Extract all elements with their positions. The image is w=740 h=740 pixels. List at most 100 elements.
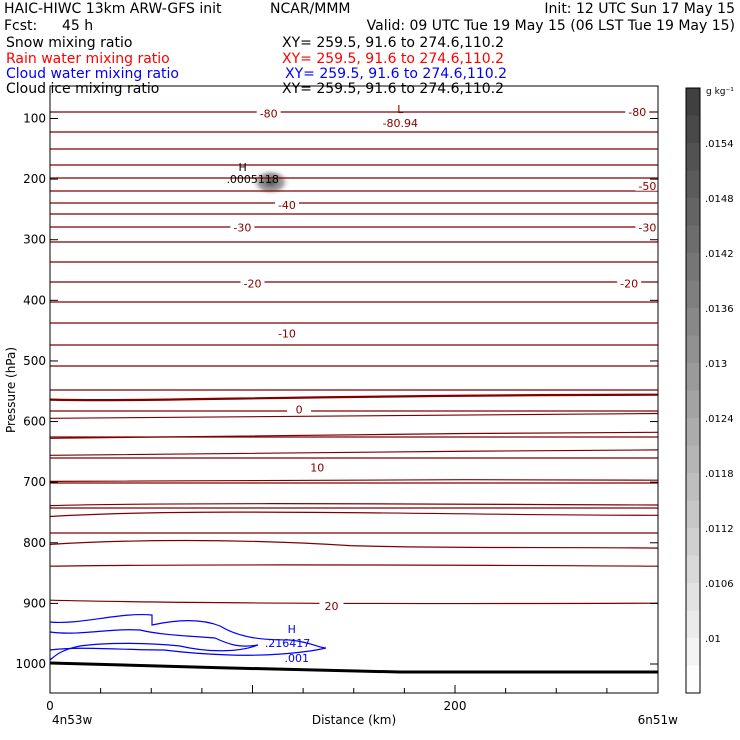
x-right-label: 6n51w <box>638 713 679 727</box>
field-xy-range: XY= 259.5, 91.6 to 274.6,110.2 <box>285 66 507 82</box>
y-tick-label: 600 <box>23 415 46 429</box>
fcst-value: 45 h <box>62 18 93 34</box>
contour-label: 0 <box>296 403 303 416</box>
contour-label: -50 <box>638 180 656 193</box>
colorbar-label: .0154 <box>705 139 734 150</box>
temperature-contour <box>49 532 659 534</box>
colorbar-label: .01 <box>705 634 721 645</box>
temperature-contour <box>49 344 659 346</box>
label-bg <box>625 105 650 117</box>
label-bg <box>305 461 330 473</box>
temperature-contour <box>49 449 659 456</box>
field-xy-range: XY= 259.5, 91.6 to 274.6,110.2 <box>282 35 504 51</box>
label-bg <box>274 199 299 211</box>
temperature-contour <box>49 226 659 228</box>
snow-max-value: .0005118 <box>226 173 279 186</box>
x-tick-label: 0 <box>46 699 54 713</box>
cloud-water-contour <box>49 629 259 661</box>
contour-label: -80 <box>260 108 278 121</box>
colorbar-swatch <box>686 363 700 391</box>
temperature-contour <box>49 539 659 549</box>
colorbar-swatch <box>686 253 700 281</box>
valid-time: Valid: 09 UTC Tue 19 May 15 (06 LST Tue … <box>367 18 735 34</box>
y-tick-label: 800 <box>23 536 46 550</box>
colorbar-swatch <box>686 500 700 529</box>
colorbar-swatch <box>686 280 700 309</box>
contour-label: -30 <box>638 222 656 235</box>
label-bg <box>617 277 642 289</box>
colorbar-swatch <box>686 583 700 611</box>
y-tick-label: 700 <box>23 475 46 489</box>
contour-label: -40 <box>278 199 296 212</box>
colorbar-swatch <box>686 638 700 666</box>
temperature-contour <box>49 431 659 439</box>
temperature-contour <box>49 148 659 150</box>
colorbar-swatch <box>686 555 700 584</box>
y-tick-label: 300 <box>23 233 46 247</box>
temperature-contour <box>49 479 659 482</box>
temperature-contour <box>49 241 659 243</box>
terrain-line <box>49 661 658 674</box>
y-tick-label: 200 <box>23 172 46 186</box>
colorbar: .0154 .0148 .0142 .0136 .013 .0124 .0118 .0112.… <box>685 87 734 694</box>
colorbar-swatch <box>686 610 700 639</box>
field-name: Cloud ice mixing ratio <box>6 81 159 97</box>
model-title: HAIC-HIWC 13km ARW-GFS init <box>4 1 222 17</box>
contour-label: -20 <box>244 277 262 290</box>
colorbar-swatch <box>686 170 700 199</box>
temperature-contour <box>49 389 659 391</box>
field-xy-range: XY= 259.5, 91.6 to 274.6,110.2 <box>282 81 504 97</box>
colorbar-label: .0124 <box>705 414 734 425</box>
cloud-water-max-value: .216417 <box>265 637 311 650</box>
label-bg <box>240 277 265 289</box>
plot-area: -80 -80 -50 -40 -30 -30 -20 -20 -10 0 10 20 L-80.94 H… <box>49 85 660 694</box>
colorbar-label: .0112 <box>705 524 734 535</box>
temperature-contour <box>49 564 659 567</box>
colorbar-label: .0148 <box>705 194 734 205</box>
init-time: Init: 12 UTC Sun 17 May 15 <box>544 1 735 17</box>
field-xy-range: XY= 259.5, 91.6 to 274.6,110.2 <box>282 51 504 67</box>
fcst-label: Fcst: <box>4 18 37 34</box>
colorbar-swatch <box>686 390 700 419</box>
low-symbol: L <box>397 103 404 116</box>
colorbar-swatch <box>686 335 700 364</box>
colorbar-swatch <box>686 665 700 694</box>
temperature-contour <box>49 177 659 179</box>
colorbar-label: .0106 <box>705 579 734 590</box>
contour-label: -20 <box>620 277 638 290</box>
temperature-contour <box>49 482 659 484</box>
temperature-contour <box>49 301 659 303</box>
x-axis-title: Distance (km) <box>312 713 396 727</box>
field-name: Cloud water mixing ratio <box>6 66 179 82</box>
colorbar-swatch <box>686 225 700 254</box>
y-tick-label: 400 <box>23 293 46 307</box>
colorbar-swatch <box>686 418 700 446</box>
colorbar-swatch <box>686 473 700 501</box>
contour-label: -80 <box>628 106 646 119</box>
field-name: Rain water mixing ratio <box>6 51 170 67</box>
temperature-contour <box>49 457 659 459</box>
colorbar-frame <box>685 87 701 694</box>
label-bg <box>635 179 660 191</box>
contour-label: -10 <box>278 328 296 341</box>
snow-shading <box>250 168 291 197</box>
y-tick-label: 1000 <box>15 657 46 671</box>
y-tick-label: 900 <box>23 596 46 610</box>
colorbar-swatch <box>686 528 700 556</box>
y-tick-label: 500 <box>23 354 46 368</box>
colorbar-label: .0136 <box>705 304 734 315</box>
temperature-contour <box>49 507 659 509</box>
temperature-contour <box>49 511 659 518</box>
temperature-contour <box>49 202 659 204</box>
colorbar-label: .013 <box>705 359 727 370</box>
label-bg <box>230 221 255 233</box>
colorbar-label: .0118 <box>705 469 734 480</box>
x-left-label: 4n53w <box>52 713 93 727</box>
temperature-contour <box>49 111 659 113</box>
label-bg <box>287 403 312 415</box>
cloud-water-contour <box>49 613 327 656</box>
temperature-contour <box>49 164 659 166</box>
colorbar-label: .0142 <box>705 249 734 260</box>
